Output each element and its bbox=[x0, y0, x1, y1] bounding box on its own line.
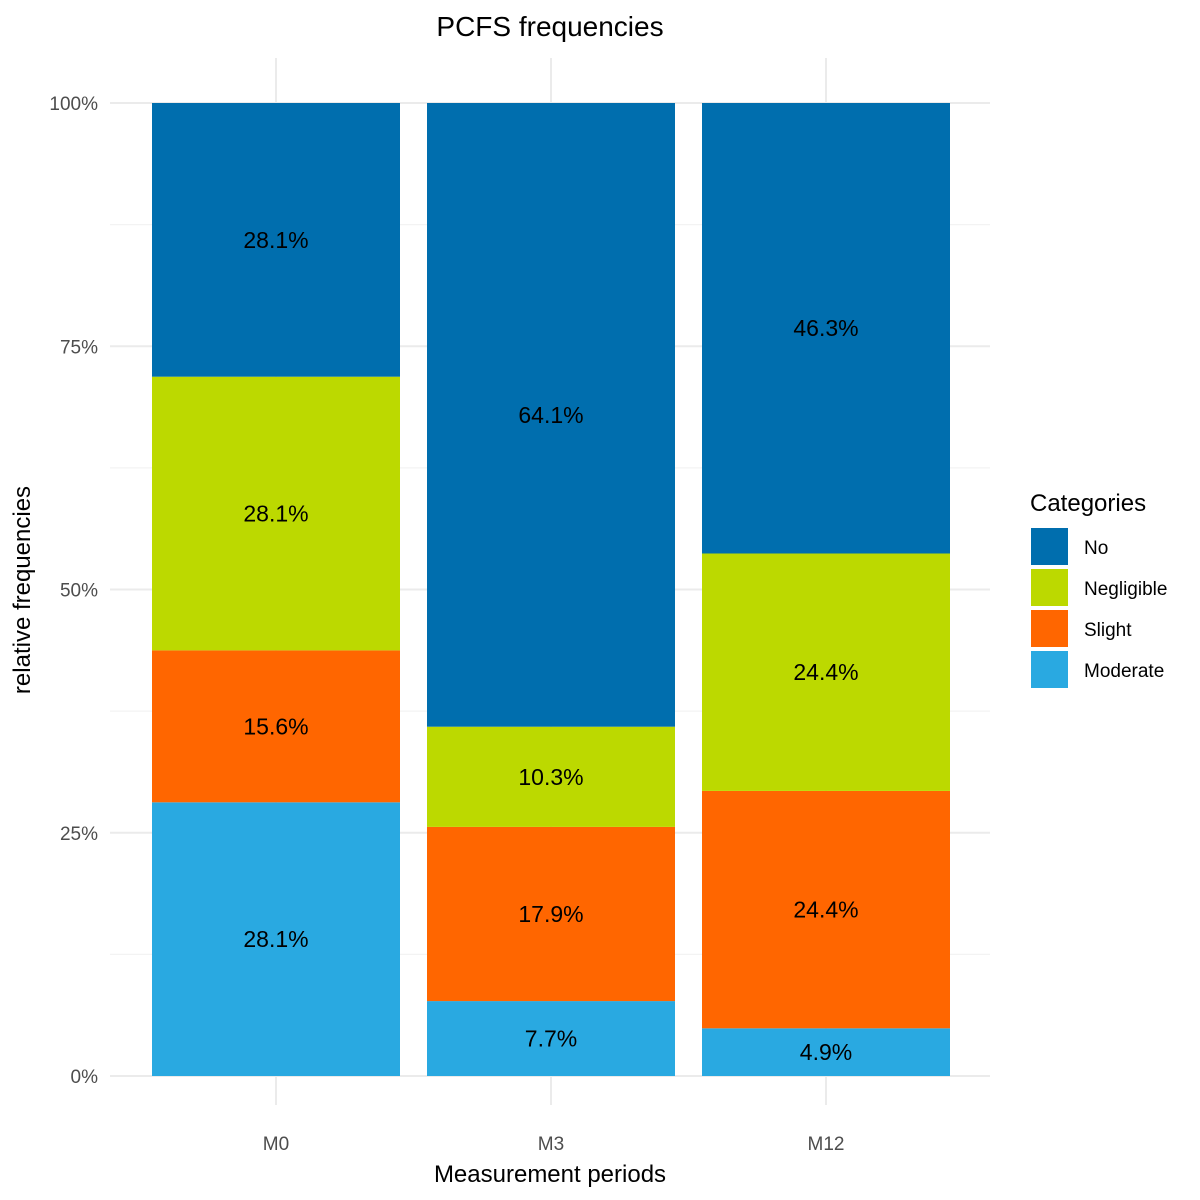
x-tick-label: M12 bbox=[808, 1134, 845, 1155]
legend-swatch-no bbox=[1031, 528, 1068, 565]
bar-label-negligible-m3: 10.3% bbox=[518, 764, 583, 790]
bar-label-slight-m0: 15.6% bbox=[243, 713, 308, 739]
bar-segment-slight-m0 bbox=[152, 650, 400, 803]
bar-segment-negligible-m12 bbox=[702, 553, 950, 791]
y-tick-label: 25% bbox=[60, 824, 98, 845]
legend-label-no: No bbox=[1084, 538, 1108, 559]
legend-label-moderate: Moderate bbox=[1084, 661, 1164, 682]
y-tick-label: 100% bbox=[49, 94, 98, 115]
bar-segment-moderate-m0 bbox=[152, 802, 400, 1076]
y-tick-label: 50% bbox=[60, 581, 98, 602]
bar-stacks bbox=[152, 103, 950, 1076]
bar-label-no-m3: 64.1% bbox=[518, 402, 583, 428]
bar-segment-slight-m3 bbox=[427, 826, 675, 1002]
x-axis-title: Measurement periods bbox=[434, 1161, 666, 1188]
bar-segment-moderate-m12 bbox=[702, 1028, 950, 1076]
legend-label-slight: Slight bbox=[1084, 620, 1132, 641]
legend-swatch-slight bbox=[1031, 610, 1068, 647]
legend-swatch-negligible bbox=[1031, 569, 1068, 606]
bar-label-negligible-m12: 24.4% bbox=[793, 659, 858, 685]
x-tick-label: M0 bbox=[263, 1134, 289, 1155]
bar-segment-slight-m12 bbox=[702, 790, 950, 1029]
x-tick-label: M3 bbox=[538, 1134, 564, 1155]
bar-segment-moderate-m3 bbox=[427, 1001, 675, 1076]
bar-segment-no-m12 bbox=[702, 103, 950, 554]
bar-label-moderate-m3: 7.7% bbox=[525, 1026, 577, 1052]
legend: Categories No Negligible Slight Moderate bbox=[1030, 490, 1167, 688]
bar-label-slight-m3: 17.9% bbox=[518, 901, 583, 927]
bar-label-no-m0: 28.1% bbox=[243, 227, 308, 253]
x-axis-tick-labels: M0 M3 M12 bbox=[263, 1134, 845, 1155]
legend-items: No Negligible Slight Moderate bbox=[1031, 528, 1167, 688]
bar-label-slight-m12: 24.4% bbox=[793, 897, 858, 923]
y-tick-label: 75% bbox=[60, 337, 98, 358]
legend-label-negligible: Negligible bbox=[1084, 579, 1167, 600]
bar-segment-negligible-m0 bbox=[152, 376, 400, 651]
bar-label-moderate-m0: 28.1% bbox=[243, 926, 308, 952]
bar-label-moderate-m12: 4.9% bbox=[800, 1039, 852, 1065]
bar-value-labels: 28.1% 15.6% 28.1% 28.1% 7.7% 17.9% 10.3% 64.1% 4… bbox=[243, 227, 858, 1065]
legend-title: Categories bbox=[1030, 490, 1146, 517]
chart-title: PCFS frequencies bbox=[436, 11, 663, 42]
y-axis-tick-labels: 0% 25% 50% 75% 100% bbox=[49, 94, 98, 1088]
bar-segment-no-m3 bbox=[427, 103, 675, 727]
bar-label-negligible-m0: 28.1% bbox=[243, 501, 308, 527]
bar-segment-no-m0 bbox=[152, 103, 400, 377]
y-tick-label: 0% bbox=[71, 1067, 99, 1088]
bar-label-no-m12: 46.3% bbox=[793, 315, 858, 341]
y-axis-title: relative frequencies bbox=[9, 486, 36, 694]
bar-segment-negligible-m3 bbox=[427, 726, 675, 827]
legend-swatch-moderate bbox=[1031, 651, 1068, 688]
